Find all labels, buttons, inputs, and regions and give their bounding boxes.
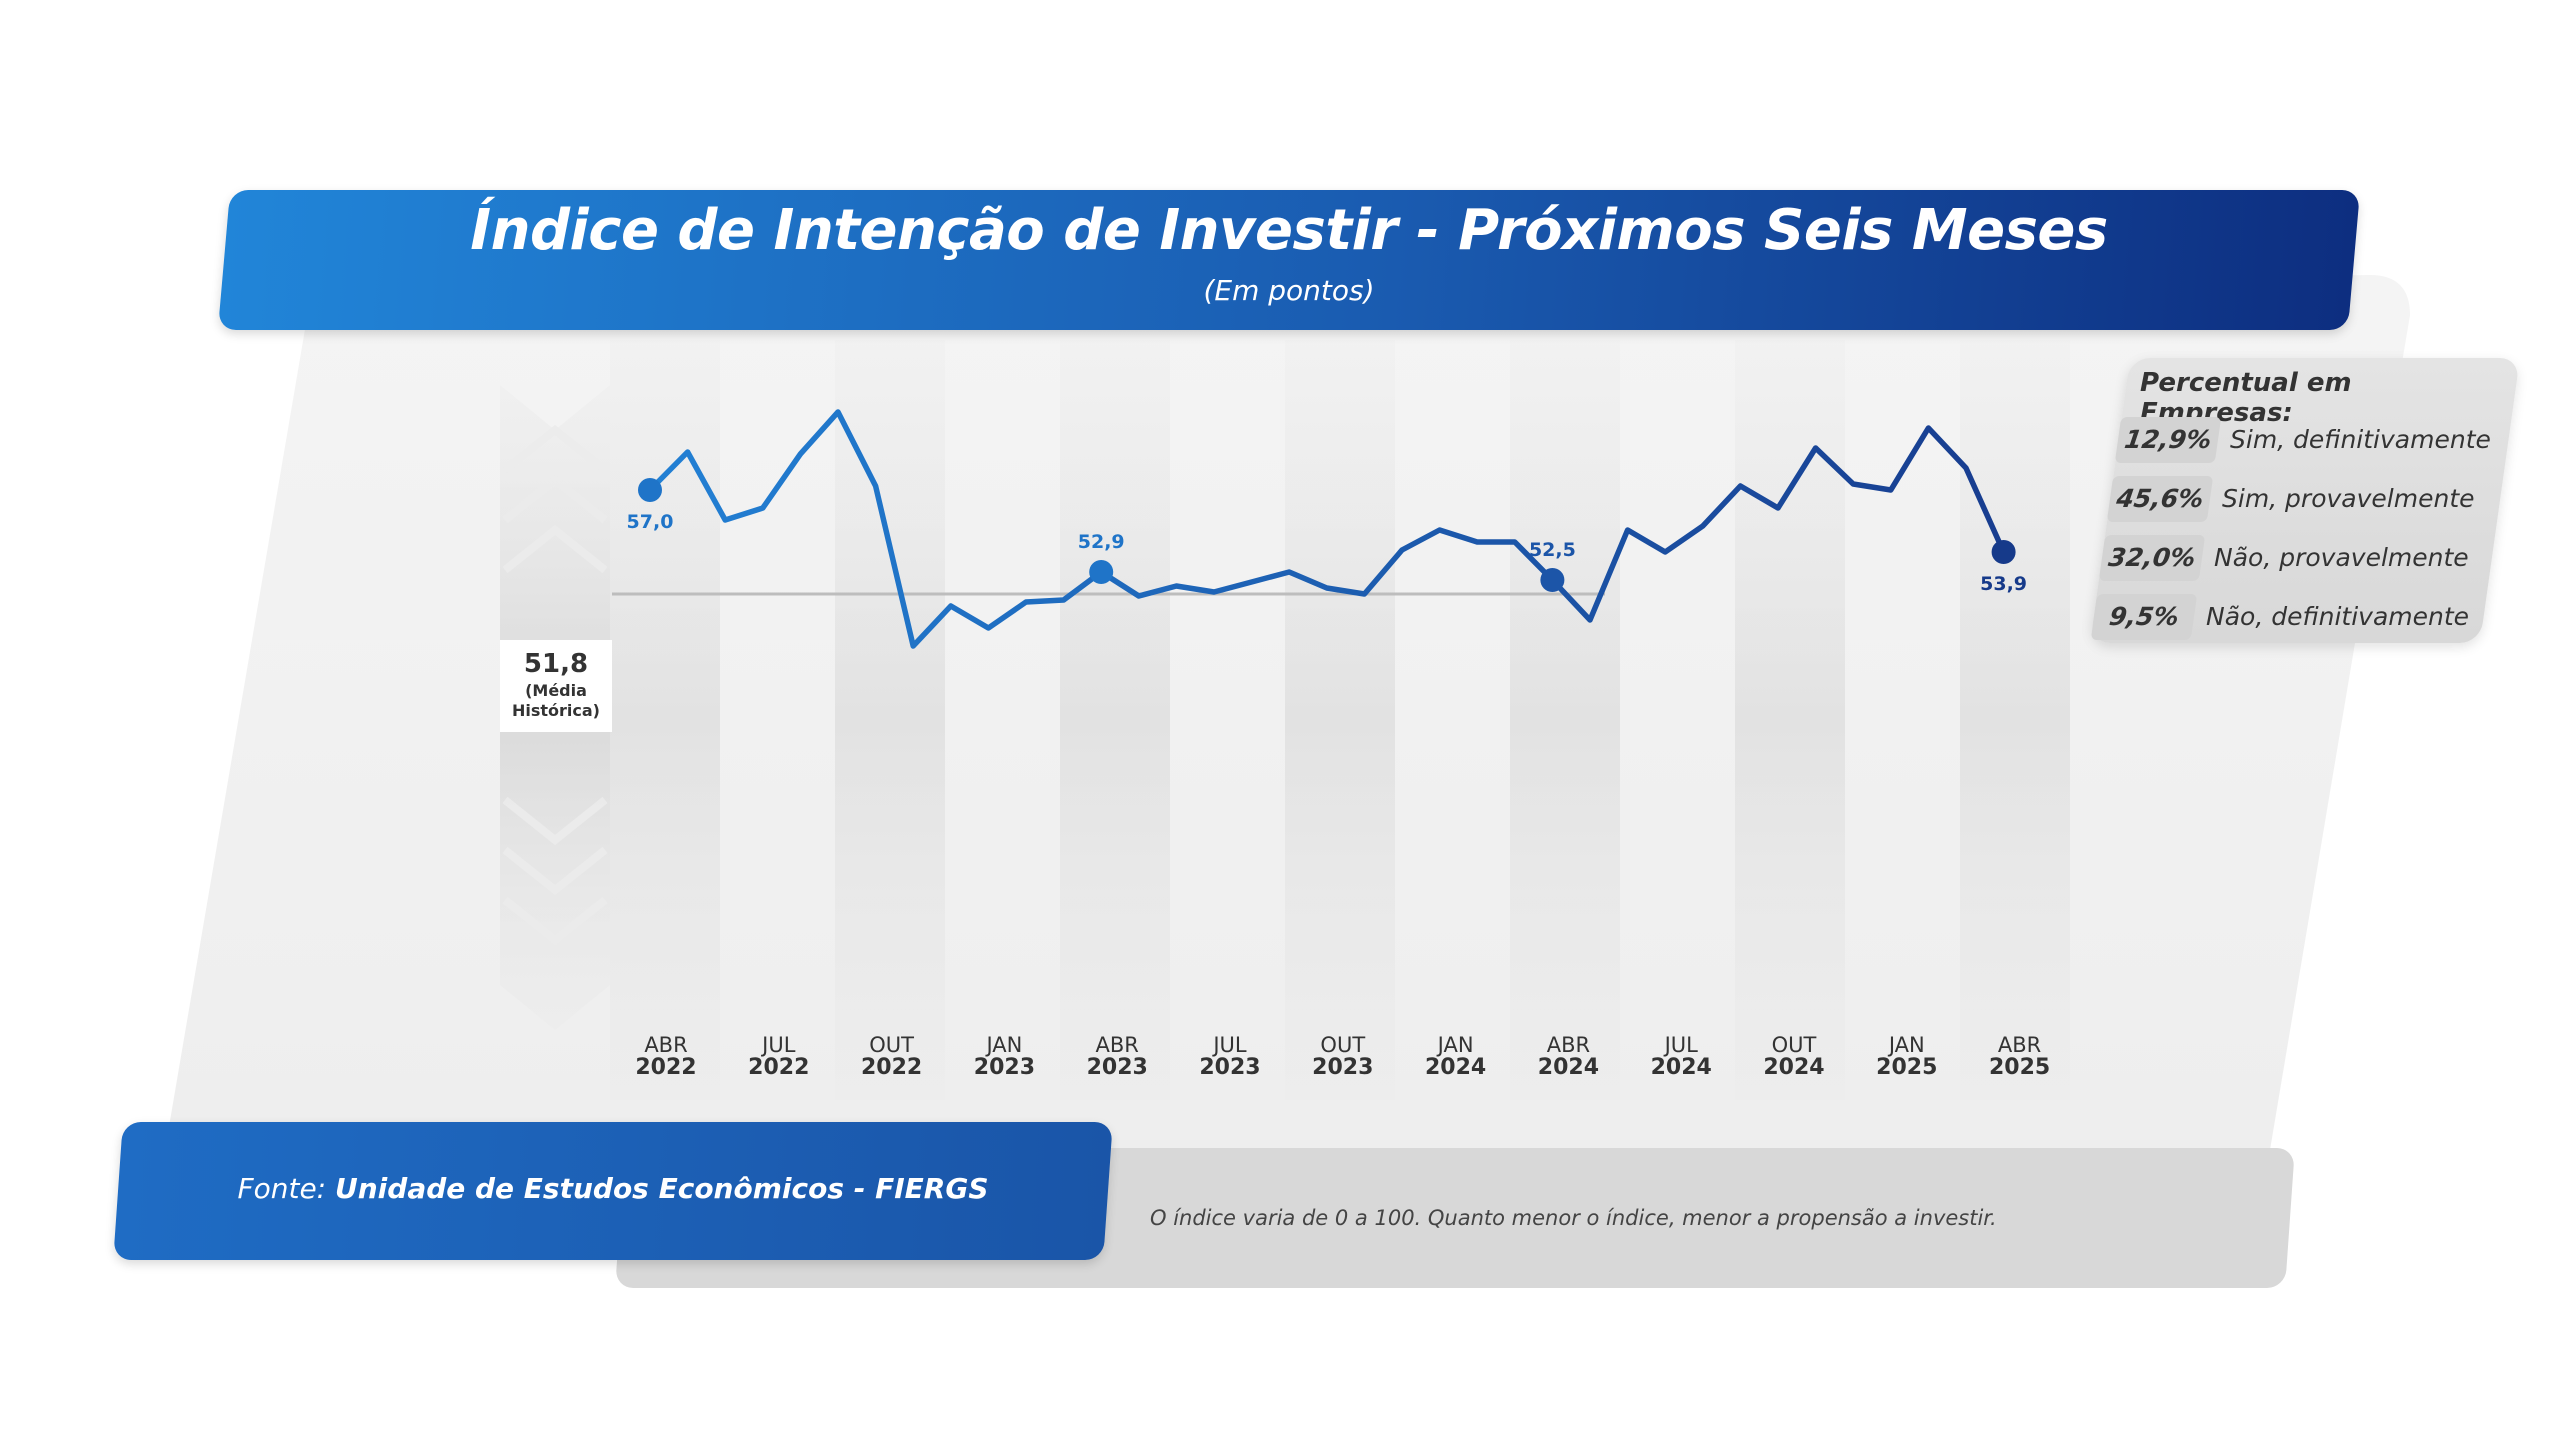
legend-title: Percentual em Empresas: bbox=[2140, 368, 2352, 428]
data-point-marker bbox=[1540, 568, 1565, 592]
x-tick-year: 2023 bbox=[1312, 1055, 1373, 1080]
x-tick-year: 2023 bbox=[974, 1055, 1035, 1080]
x-tick-year: 2022 bbox=[861, 1055, 922, 1080]
x-tick-month: JAN bbox=[984, 1033, 1022, 1057]
x-tick-month: OUT bbox=[1772, 1033, 1817, 1057]
x-tick-month: ABR bbox=[644, 1033, 687, 1057]
legend-item-label: Sim, provavelmente bbox=[2222, 484, 2475, 513]
x-tick-month: ABR bbox=[1547, 1033, 1590, 1057]
x-tick-year: 2024 bbox=[1425, 1055, 1486, 1080]
x-tick-month: JUL bbox=[1211, 1033, 1247, 1057]
x-tick-year: 2024 bbox=[1538, 1055, 1599, 1080]
x-tick-month: OUT bbox=[1320, 1033, 1365, 1057]
chart-subtitle: (Em pontos) bbox=[1203, 274, 1375, 307]
reference-value-label: 51,8 bbox=[524, 649, 588, 679]
x-tick-year: 2024 bbox=[1651, 1055, 1712, 1080]
legend-item-percent: 12,9% bbox=[2114, 417, 2222, 463]
legend-item-label: Sim, definitivamente bbox=[2230, 425, 2491, 454]
chart-title: Índice de Intenção de Investir - Próximo… bbox=[470, 198, 2108, 263]
legend-item-percent: 32,0% bbox=[2098, 535, 2206, 581]
data-point-marker bbox=[638, 478, 662, 502]
x-tick-month: JUL bbox=[760, 1033, 796, 1057]
x-tick-month: JAN bbox=[1436, 1033, 1474, 1057]
legend-item-label: Não, definitivamente bbox=[2206, 602, 2470, 631]
reference-caption-line2: Histórica) bbox=[512, 701, 600, 720]
x-tick-year: 2025 bbox=[1989, 1055, 2050, 1080]
x-tick-year: 2024 bbox=[1763, 1055, 1824, 1080]
x-tick-year: 2023 bbox=[1087, 1055, 1148, 1080]
x-tick-year: 2022 bbox=[635, 1055, 696, 1080]
x-tick-month: JUL bbox=[1663, 1033, 1699, 1057]
data-point-marker bbox=[1991, 540, 2016, 564]
legend-item-percent: 9,5% bbox=[2090, 594, 2198, 640]
data-point-marker bbox=[1089, 560, 1114, 584]
legend-item-percent: 45,6% bbox=[2106, 476, 2214, 522]
index-note: O índice varia de 0 a 100. Quanto menor … bbox=[1150, 1206, 1997, 1230]
source-prefix: Fonte: bbox=[237, 1172, 327, 1205]
x-tick-year: 2023 bbox=[1199, 1055, 1260, 1080]
reference-caption-line1: (Média bbox=[525, 681, 587, 700]
data-point-label: 53,9 bbox=[1980, 573, 2027, 595]
x-tick-year: 2022 bbox=[748, 1055, 809, 1080]
x-tick-month: ABR bbox=[1096, 1033, 1139, 1057]
data-point-label: 52,5 bbox=[1529, 539, 1576, 561]
source-name: Unidade de Estudos Econômicos - FIERGS bbox=[335, 1172, 989, 1205]
reference-label-box bbox=[500, 640, 612, 732]
x-tick-month: JAN bbox=[1887, 1033, 1925, 1057]
legend-item-label: Não, provavelmente bbox=[2214, 543, 2469, 572]
x-tick-month: ABR bbox=[1998, 1033, 2041, 1057]
data-point-label: 52,9 bbox=[1078, 531, 1125, 553]
x-tick-month: OUT bbox=[869, 1033, 914, 1057]
data-point-label: 57,0 bbox=[627, 511, 674, 533]
source-line: Fonte: Unidade de Estudos Econômicos - F… bbox=[118, 1172, 1108, 1205]
series-line bbox=[648, 409, 2007, 649]
x-tick-year: 2025 bbox=[1876, 1055, 1937, 1080]
